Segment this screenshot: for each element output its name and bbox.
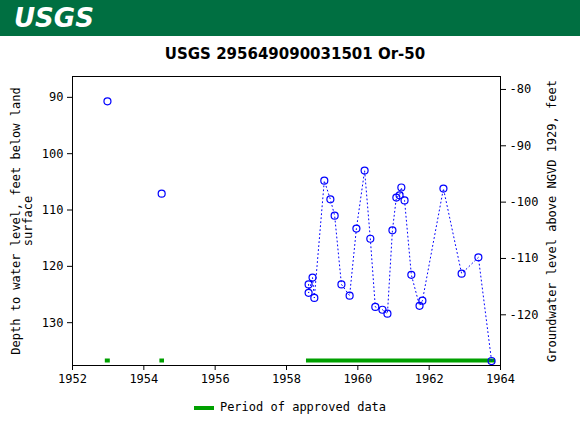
- svg-text:1956: 1956: [201, 372, 230, 386]
- svg-text:90: 90: [49, 90, 63, 104]
- html-text:USGS: USGS: [14, 3, 94, 33]
- svg-text:-110: -110: [510, 251, 539, 265]
- svg-text:100: 100: [42, 147, 64, 161]
- html-text:USGS 295649090031501 Or-50: USGS 295649090031501 Or-50: [164, 45, 426, 63]
- svg-text:-120: -120: [510, 308, 539, 322]
- svg-text:-80: -80: [510, 82, 532, 96]
- svg-text:-90: -90: [510, 139, 532, 153]
- svg-text:Depth to water level, feet bel: Depth to water level, feet below landsur…: [9, 87, 35, 354]
- svg-text:130: 130: [42, 316, 64, 330]
- svg-text:1952: 1952: [58, 372, 87, 386]
- html-text:Period of approved data: Period of approved data: [219, 400, 387, 414]
- svg-text:-100: -100: [510, 195, 539, 209]
- svg-text:1960: 1960: [343, 372, 372, 386]
- svg-text:1962: 1962: [415, 372, 444, 386]
- svg-text:1964: 1964: [486, 372, 515, 386]
- svg-text:1954: 1954: [129, 372, 158, 386]
- svg-text:120: 120: [42, 259, 64, 273]
- svg-text:110: 110: [42, 203, 64, 217]
- svg-text:Groundwater level above NGVD 1: Groundwater level above NGVD 1929, feet: [545, 80, 559, 362]
- svg-text:1958: 1958: [272, 372, 301, 386]
